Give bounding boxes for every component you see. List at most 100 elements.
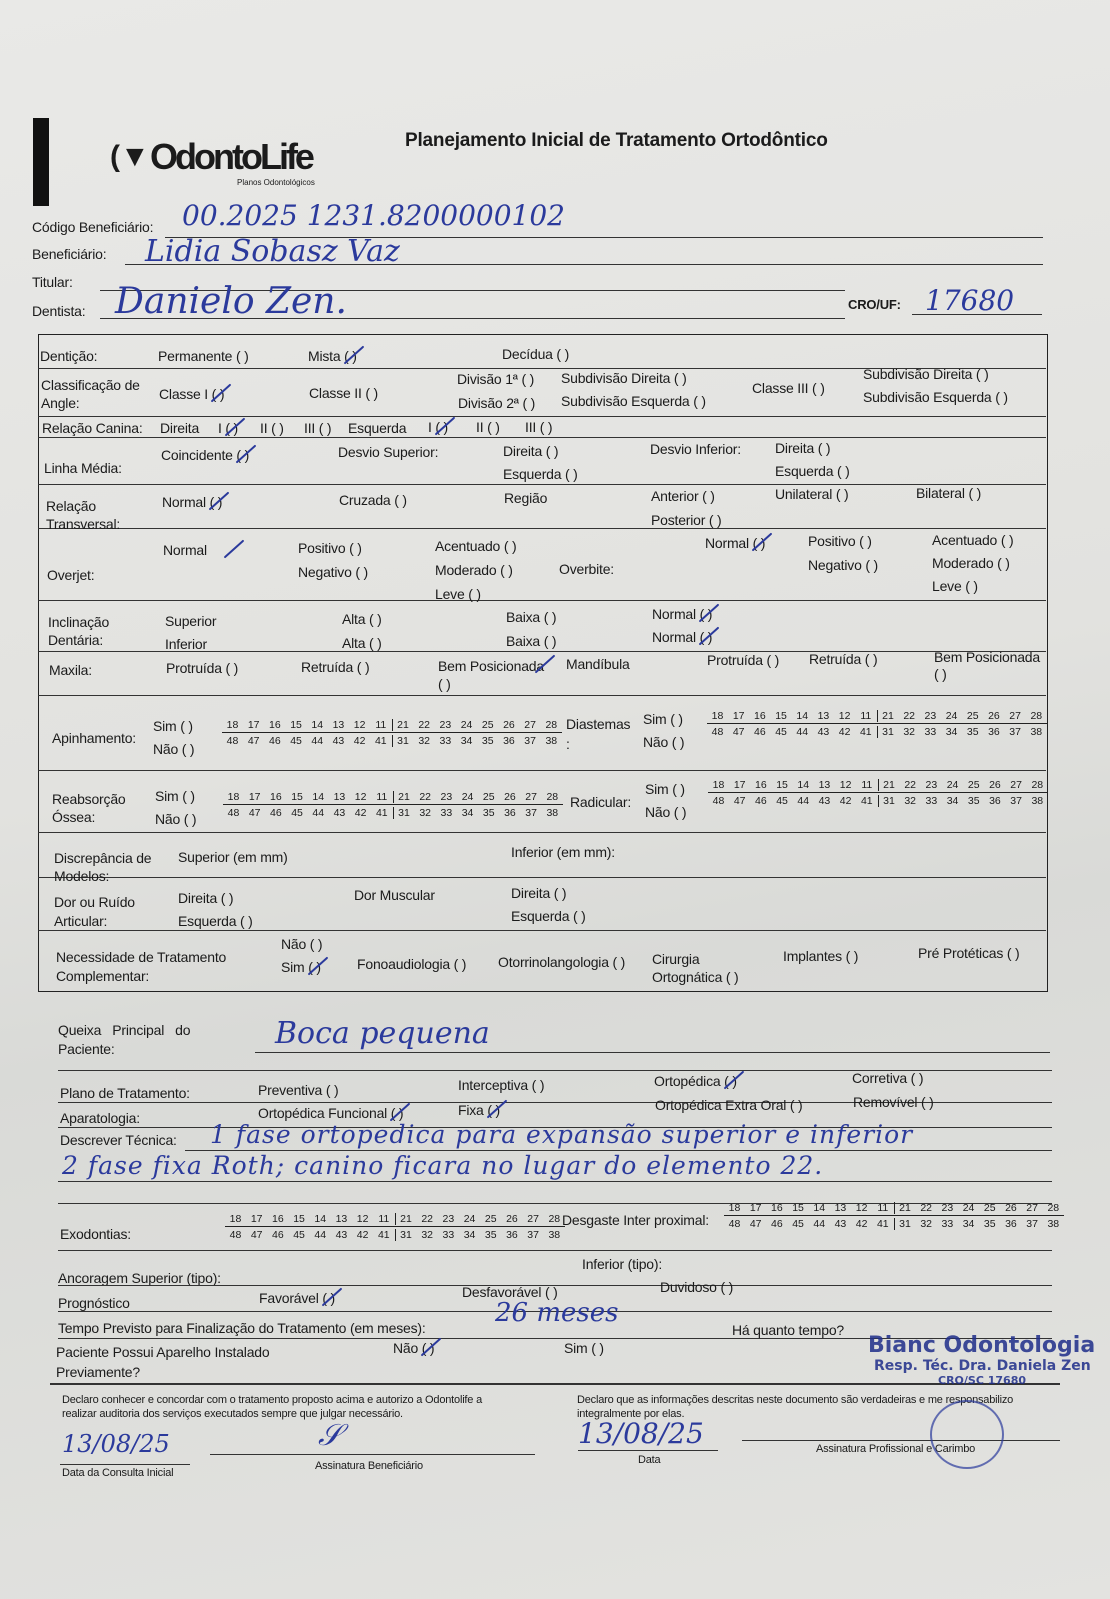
mista-checkbox[interactable]: Mista ( ): [308, 348, 357, 364]
tooth-25[interactable]: 25: [481, 718, 494, 731]
tooth-32[interactable]: 32: [419, 806, 432, 819]
canina-esquerda-ii-checkbox[interactable]: II ( ): [476, 419, 500, 435]
apinhamento-sim-checkbox[interactable]: Sim ( ): [153, 718, 193, 734]
tooth-43[interactable]: 43: [335, 1228, 348, 1241]
tooth-38[interactable]: 38: [1030, 725, 1043, 738]
tooth-43[interactable]: 43: [333, 806, 346, 819]
tooth-42[interactable]: 42: [354, 806, 367, 819]
tooth-37[interactable]: 37: [1026, 1217, 1038, 1230]
corretiva-checkbox[interactable]: Corretiva ( ): [852, 1070, 924, 1086]
necessidade-sim-checkbox[interactable]: Sim ( ): [281, 959, 321, 975]
overbite-acentuado-checkbox[interactable]: Acentuado ( ): [932, 532, 1014, 548]
cruzada-checkbox[interactable]: Cruzada ( ): [339, 492, 407, 508]
tooth-23[interactable]: 23: [924, 709, 937, 722]
tooth-42[interactable]: 42: [855, 1217, 868, 1230]
tooth-45[interactable]: 45: [775, 725, 787, 738]
tooth-46[interactable]: 46: [272, 1228, 284, 1241]
tooth-43[interactable]: 43: [817, 725, 830, 738]
bilateral-checkbox[interactable]: Bilateral ( ): [916, 485, 982, 501]
tooth-36[interactable]: 36: [504, 806, 516, 819]
desvio-superior-direita-checkbox[interactable]: Direita ( ): [503, 443, 559, 459]
tooth-23[interactable]: 23: [925, 778, 938, 791]
tooth-44[interactable]: 44: [796, 725, 809, 738]
tooth-42[interactable]: 42: [838, 725, 851, 738]
favoravel-checkbox[interactable]: Favorável ( ): [259, 1290, 335, 1306]
tooth-27[interactable]: 27: [1010, 778, 1022, 791]
tooth-27[interactable]: 27: [1009, 709, 1021, 722]
tooth-25[interactable]: 25: [966, 709, 979, 722]
fonoaudiologia-checkbox[interactable]: Fonoaudiologia ( ): [357, 956, 467, 972]
divisao-1-checkbox[interactable]: Divisão 1ª ( ): [457, 371, 535, 387]
divisao-2-checkbox[interactable]: Divisão 2ª ( ): [458, 395, 536, 411]
overjet-acentuado-checkbox[interactable]: Acentuado ( ): [435, 538, 517, 554]
assinatura-beneficiario-signature[interactable]: 𝒮: [318, 1418, 342, 1453]
tooth-47[interactable]: 47: [733, 794, 746, 807]
codigo-value[interactable]: 00.2025 1231.8200000102: [182, 199, 565, 232]
ortopedica-extra-oral-checkbox[interactable]: Ortopédica Extra Oral ( ): [655, 1097, 803, 1113]
tooth-15[interactable]: 15: [776, 778, 788, 791]
data-consulta-value[interactable]: 13/08/25: [62, 1430, 170, 1458]
tooth-16[interactable]: 16: [272, 1212, 284, 1225]
dentista-value[interactable]: Danielo Zen.: [115, 281, 347, 322]
tooth-36[interactable]: 36: [506, 1228, 518, 1241]
tooth-25[interactable]: 25: [967, 778, 980, 791]
reabsorcao-teeth-chart[interactable]: 18 17 16 15 14 13 12 11 21 22 23 24 25 26 27 28 48 47 46 45…: [223, 789, 563, 820]
tooth-14[interactable]: 14: [797, 778, 810, 791]
tooth-21[interactable]: 21: [893, 1201, 916, 1214]
tooth-12[interactable]: 12: [353, 718, 366, 731]
overbite-normal-checkbox[interactable]: Normal ( ): [705, 535, 766, 551]
otorrinolaringologia-checkbox[interactable]: Otorrinolangologia ( ): [498, 954, 626, 970]
tooth-11[interactable]: 11: [877, 1201, 889, 1214]
tooth-38[interactable]: 38: [548, 1228, 561, 1241]
tooth-18[interactable]: 18: [226, 718, 239, 731]
tooth-37[interactable]: 37: [1009, 725, 1021, 738]
tooth-28[interactable]: 28: [545, 718, 558, 731]
tooth-17[interactable]: 17: [749, 1201, 762, 1214]
tooth-13[interactable]: 13: [818, 778, 831, 791]
tooth-14[interactable]: 14: [311, 718, 324, 731]
tooth-27[interactable]: 27: [527, 1212, 539, 1225]
tooth-31[interactable]: 31: [392, 806, 415, 819]
tooth-23[interactable]: 23: [941, 1201, 954, 1214]
tooth-46[interactable]: 46: [755, 794, 767, 807]
tooth-41[interactable]: 41: [859, 725, 872, 738]
classe-i-checkbox[interactable]: Classe I ( ): [159, 386, 225, 402]
tooth-24[interactable]: 24: [463, 1212, 476, 1225]
tooth-12[interactable]: 12: [839, 778, 852, 791]
tooth-18[interactable]: 18: [728, 1201, 741, 1214]
tooth-17[interactable]: 17: [250, 1212, 263, 1225]
tooth-37[interactable]: 37: [527, 1228, 539, 1241]
tooth-21[interactable]: 21: [391, 718, 414, 731]
tooth-47[interactable]: 47: [248, 806, 261, 819]
tooth-38[interactable]: 38: [546, 806, 559, 819]
tooth-13[interactable]: 13: [333, 790, 346, 803]
maxila-retruida-checkbox[interactable]: Retruída ( ): [301, 659, 370, 675]
tooth-16[interactable]: 16: [755, 778, 767, 791]
tooth-31[interactable]: 31: [391, 734, 414, 747]
classe-iii-subdivisao-esquerda-checkbox[interactable]: Subdivisão Esquerda ( ): [863, 389, 1008, 405]
tooth-11[interactable]: 11: [378, 1212, 390, 1225]
tooth-34[interactable]: 34: [460, 734, 473, 747]
tooth-16[interactable]: 16: [754, 709, 766, 722]
tooth-36[interactable]: 36: [988, 725, 1000, 738]
tooth-37[interactable]: 37: [524, 734, 536, 747]
superior-alta-checkbox[interactable]: Alta ( ): [342, 611, 382, 627]
tooth-31[interactable]: 31: [893, 1217, 916, 1230]
exodontias-teeth-chart[interactable]: 18 17 16 15 14 13 12 11 21 22 23 24 25 26 27 28 48 47 46 45…: [225, 1211, 565, 1242]
aparelho-nao-checkbox[interactable]: Não ( ): [393, 1340, 435, 1356]
tooth-48[interactable]: 48: [728, 1217, 741, 1230]
subdivisao-esquerda-checkbox[interactable]: Subdivisão Esquerda ( ): [561, 393, 706, 409]
tooth-11[interactable]: 11: [861, 778, 873, 791]
canina-direita-i-checkbox[interactable]: I ( ): [218, 420, 238, 436]
radicular-teeth-chart[interactable]: 18 17 16 15 14 13 12 11 21 22 23 24 25 26 27 28 48 47 46 45…: [708, 777, 1048, 808]
tooth-44[interactable]: 44: [314, 1228, 327, 1241]
implantes-checkbox[interactable]: Implantes ( ): [783, 948, 859, 964]
tooth-22[interactable]: 22: [418, 718, 431, 731]
aparelho-sim-checkbox[interactable]: Sim ( ): [564, 1340, 604, 1356]
diastemas-nao-checkbox[interactable]: Não ( ): [643, 734, 685, 750]
tooth-35[interactable]: 35: [482, 806, 495, 819]
tooth-26[interactable]: 26: [989, 778, 1001, 791]
tooth-21[interactable]: 21: [877, 778, 900, 791]
apinhamento-teeth-chart[interactable]: 18 17 16 15 14 13 12 11 21 22 23 24 25 26 27 28 48 47 46 45…: [222, 717, 562, 748]
cro-value[interactable]: 17680: [925, 284, 1015, 317]
